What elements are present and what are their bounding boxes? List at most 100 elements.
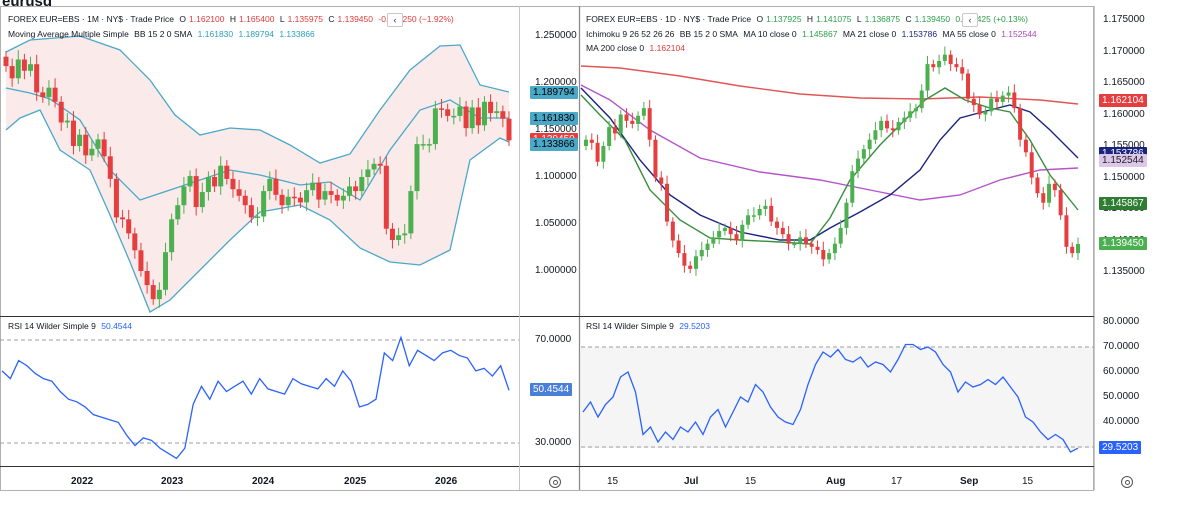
left-candle [132, 233, 138, 251]
right-candle [786, 234, 791, 244]
right-candle [1023, 139, 1028, 153]
left-candle [224, 165, 230, 179]
right-candle [856, 158, 861, 172]
right-candles [584, 46, 1080, 276]
right-l-label: L [856, 14, 862, 24]
right-candle [728, 227, 733, 235]
right-candle [798, 237, 803, 244]
right-candle [1070, 246, 1075, 254]
right-low: 1.136875 [864, 14, 901, 24]
left-candles [3, 50, 512, 308]
left-candle [169, 219, 175, 253]
left-time-tick: 2022 [71, 476, 94, 487]
left-candle [126, 219, 132, 234]
right-candle [722, 227, 727, 232]
left-candle [181, 186, 187, 206]
right-candle [966, 73, 971, 99]
right-candle [740, 224, 745, 241]
right-candle [844, 202, 849, 228]
left-candle [494, 111, 500, 114]
left-candle [138, 250, 144, 271]
left-rsi-tick: 30.0000 [535, 437, 572, 448]
right-candle [873, 130, 878, 140]
right-candle [861, 149, 866, 159]
left-candle [304, 190, 310, 203]
right-candle [821, 249, 826, 260]
left-candle [414, 144, 420, 192]
right-time-tick: 15 [745, 476, 757, 487]
right-candle [653, 139, 658, 178]
outer-frame [0, 6, 1094, 491]
right-settings-gear-icon[interactable] [1121, 476, 1133, 488]
right-candle [711, 237, 716, 244]
left-candle [334, 194, 340, 201]
right-candle [693, 256, 698, 269]
left-candle [432, 108, 438, 145]
right-candle [983, 111, 988, 115]
left-h-label: H [229, 14, 236, 24]
left-candle [383, 165, 389, 229]
left-candle [481, 101, 487, 126]
left-candle [426, 144, 432, 146]
right-ma21-value: 1.153786 [901, 29, 938, 39]
right-candle [769, 205, 774, 222]
left-candle [359, 177, 365, 192]
right-candle [960, 67, 965, 74]
right-candle [908, 111, 913, 118]
left-price-tick: 1.250000 [535, 30, 577, 41]
left-bb-mid: 1.161830 [197, 29, 234, 39]
right-candle [607, 127, 612, 146]
right-rsi-tick: 70.0000 [1103, 341, 1140, 352]
left-candle [439, 108, 445, 110]
left-candle [469, 107, 475, 129]
right-candle [775, 221, 780, 228]
right-candle [971, 98, 976, 106]
right-candle [832, 243, 837, 254]
left-candle [500, 111, 506, 119]
left-collapse-button[interactable]: ‹ [387, 13, 403, 27]
ma10-line [580, 87, 1079, 245]
left-candle [371, 163, 377, 170]
right-candle [884, 120, 889, 129]
right-ma10-label: MA 10 close 0 [743, 29, 797, 39]
left-candle [101, 139, 107, 157]
left-symbol: FOREX EUR=EBS · 1M · NY$ · Trade Price [8, 14, 175, 24]
right-time-tick: Jul [684, 476, 699, 487]
left-candle [83, 134, 89, 156]
left-candle [34, 64, 40, 93]
left-change: -0.022250 (−1.92%) [378, 14, 454, 24]
right-collapse-button[interactable]: ‹ [962, 13, 978, 27]
left-study-label: Moving Average Multiple Simple [8, 29, 129, 39]
right-candle [647, 108, 652, 140]
left-settings-gear-icon[interactable] [549, 476, 561, 488]
left-candle [328, 191, 334, 195]
right-ma200-label: MA 200 close 0 [586, 43, 645, 53]
left-price-badge: 1.161830 [530, 111, 578, 125]
left-candle [475, 107, 481, 126]
right-symbol: FOREX EUR=EBS · 1D · NY$ · Trade Price [586, 14, 752, 24]
right-candle [641, 108, 646, 116]
right-candle [850, 171, 855, 203]
left-candle [3, 56, 9, 67]
left-candle [77, 134, 83, 146]
left-price-tick: 1.150000 [535, 124, 577, 135]
left-study-header: Moving Average Multiple Simple BB 15 2 0… [8, 29, 318, 40]
right-candle [1018, 108, 1023, 140]
left-price-tick: 1.000000 [535, 265, 577, 276]
right-ohlc-header: FOREX EUR=EBS · 1D · NY$ · Trade Price O… [586, 14, 1031, 25]
left-rsi-badge: 50.4544 [530, 383, 573, 397]
left-rsi-value: 50.4544 [101, 321, 132, 331]
left-bb-lower: 1.133866 [279, 29, 315, 39]
left-low: 1.135975 [287, 14, 324, 24]
left-candle [199, 192, 205, 208]
left-candle [15, 59, 21, 79]
right-high: 1.141075 [816, 14, 852, 24]
left-candle [40, 92, 46, 98]
left-candle [175, 205, 181, 220]
left-candle [9, 66, 15, 79]
right-candle [827, 253, 832, 260]
right-candle [659, 177, 664, 184]
right-rsi-line [582, 343, 1079, 453]
right-candle [1041, 193, 1046, 203]
